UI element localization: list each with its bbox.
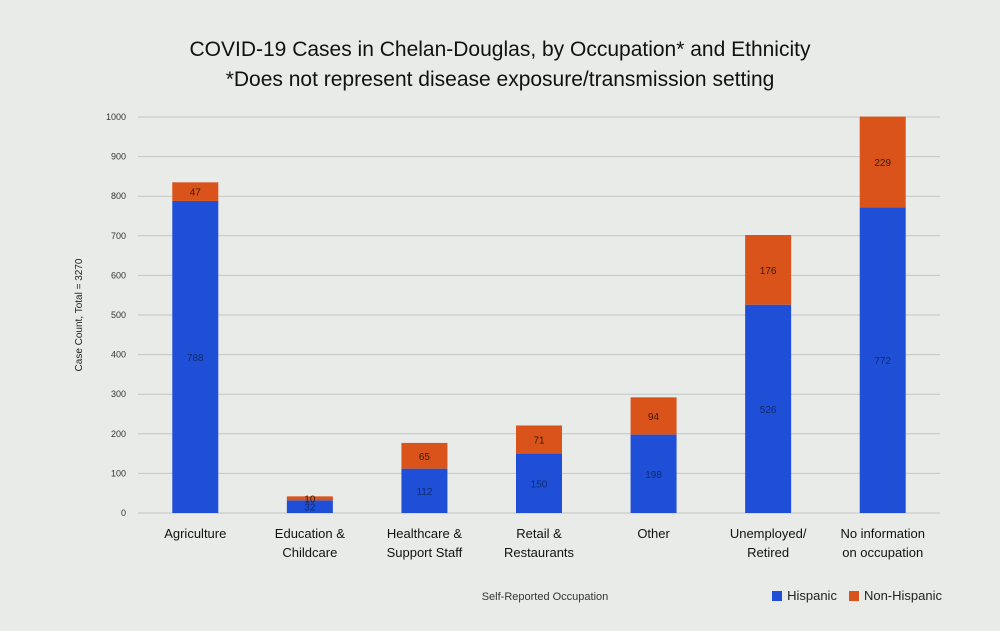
x-tick-label-4-0: Other: [637, 526, 670, 541]
y-tick-label-500: 500: [111, 310, 126, 320]
y-tick-label-700: 700: [111, 231, 126, 241]
legend-item-hispanic: Hispanic: [772, 588, 837, 603]
legend: Hispanic Non-Hispanic: [766, 588, 942, 603]
data-label-hispanic-6: 772: [874, 356, 891, 367]
x-tick-label-6-0: No information: [840, 526, 925, 541]
data-label-non-hispanic-0: 47: [190, 188, 202, 199]
data-label-hispanic-0: 788: [187, 353, 204, 364]
y-tick-label-600: 600: [111, 270, 126, 280]
x-tick-label-5-1: Retired: [747, 545, 789, 560]
legend-label-non-hispanic: Non-Hispanic: [863, 588, 942, 603]
y-tick-label-300: 300: [111, 389, 126, 399]
data-label-non-hispanic-2: 65: [419, 452, 431, 463]
bar-hispanic-4: [630, 434, 677, 513]
data-label-non-hispanic-1: 10: [304, 494, 316, 505]
bar-non-hispanic-3: [516, 425, 562, 454]
y-tick-label-100: 100: [111, 468, 126, 478]
chart-subtitle: *Does not represent disease exposure/tra…: [225, 68, 775, 91]
data-label-non-hispanic-6: 229: [874, 158, 891, 169]
x-tick-label-2-1: Support Staff: [387, 545, 463, 560]
bar-hispanic-5: [745, 304, 792, 513]
bar-non-hispanic-1: [286, 496, 333, 501]
data-label-hispanic-3: 150: [531, 479, 548, 490]
legend-label-hispanic: Hispanic: [787, 588, 837, 603]
data-label-hispanic-5: 526: [760, 405, 777, 416]
data-label-non-hispanic-4: 94: [648, 412, 660, 423]
bar-hispanic-6: [859, 207, 906, 513]
y-tick-label-1000: 1000: [106, 112, 126, 122]
y-tick-label-800: 800: [111, 191, 126, 201]
legend-swatch-non-hispanic: [848, 590, 859, 601]
bar-non-hispanic-4: [630, 397, 677, 435]
x-tick-label-2-0: Healthcare &: [387, 526, 462, 541]
data-label-non-hispanic-3: 71: [533, 436, 545, 447]
y-tick-label-200: 200: [111, 429, 126, 439]
x-tick-label-3-0: Retail &: [516, 526, 562, 541]
x-tick-label-5-0: Unemployed/: [730, 526, 807, 541]
legend-item-non-hispanic: Non-Hispanic: [848, 588, 942, 603]
x-tick-label-1-1: Childcare: [282, 545, 337, 560]
data-label-hispanic-2: 112: [416, 487, 432, 498]
data-label-non-hispanic-5: 176: [760, 266, 777, 277]
bar-non-hispanic-6: [859, 116, 906, 208]
x-tick-label-6-1: on occupation: [842, 545, 923, 560]
bar-hispanic-3: [516, 453, 562, 513]
data-label-hispanic-4: 198: [645, 470, 662, 481]
y-axis-title: Case Count, Total = 3270: [74, 258, 85, 371]
bar-hispanic-1: [286, 500, 333, 513]
data-label-hispanic-1: 32: [304, 503, 316, 514]
legend-swatch-hispanic: [772, 590, 783, 601]
x-axis-title: Self-Reported Occupation: [481, 591, 609, 603]
y-tick-label-900: 900: [111, 152, 126, 162]
chart-title: COVID-19 Cases in Chelan-Douglas, by Occ…: [189, 38, 811, 61]
bar-non-hispanic-5: [745, 235, 792, 305]
x-tick-label-1-0: Education &: [275, 526, 345, 541]
bar-hispanic-2: [401, 468, 448, 513]
x-tick-label-0-0: Agriculture: [164, 526, 226, 541]
y-tick-label-400: 400: [111, 350, 126, 360]
y-tick-label-0: 0: [121, 508, 126, 518]
x-tick-label-3-1: Restaurants: [504, 545, 575, 560]
bar-non-hispanic-0: [172, 182, 219, 201]
bar-non-hispanic-2: [401, 442, 448, 469]
bar-hispanic-0: [172, 200, 219, 513]
